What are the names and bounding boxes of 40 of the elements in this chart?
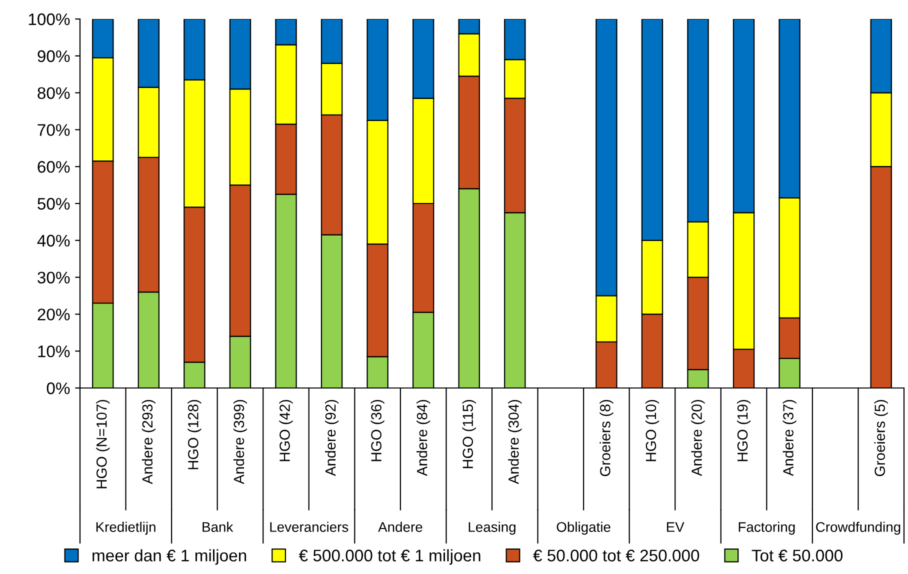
text: Crowdfunding [816, 522, 900, 535]
text: Obligatie [556, 522, 610, 535]
text: Bank [202, 522, 234, 532]
text: Factoring [738, 522, 795, 535]
legend-label: € 50.000 tot € 250.000 [533, 550, 700, 562]
x-tick-label: HGO (N=107) [96, 400, 110, 488]
x-tick-label: HGO (10) [645, 400, 660, 462]
y-tick-label: 80% [38, 87, 70, 100]
x-tick-label: Groeiers (5) [874, 400, 888, 476]
legend-label: € 500.000 tot € 1 miljoen [298, 549, 480, 565]
y-tick-label: 90% [38, 50, 70, 62]
x-tick-label: HGO (115) [462, 400, 476, 468]
text: Leasing [468, 522, 516, 535]
x-tick-label: HGO (36) [370, 400, 384, 462]
y-tick-label: 70% [38, 124, 70, 136]
x-tick-label: Andere (20) [691, 400, 705, 476]
x-tick-label: Andere (304) [508, 400, 522, 484]
text: Andere [378, 522, 422, 532]
y-tick-label: 0% [46, 382, 70, 394]
legend-label: meer dan € 1 miljoen [92, 549, 246, 565]
legend-label: Tot € 50.000 [752, 550, 843, 562]
text: Leveranciers [270, 522, 348, 532]
x-tick-label: Andere (37) [782, 400, 796, 476]
x-tick-label: Andere (92) [324, 400, 339, 476]
x-tick-label: Andere (84) [416, 400, 430, 476]
x-tick-label: Andere (293) [142, 400, 156, 484]
text: EV [666, 522, 684, 532]
x-tick-label: Groeiers (8) [600, 400, 614, 476]
y-tick-label: 40% [37, 234, 70, 247]
y-tick-label: 50% [38, 198, 70, 210]
x-tick-label: Andere (399) [233, 400, 248, 484]
y-tick-label: 60% [38, 161, 70, 173]
text: Kredietlijn [96, 522, 156, 535]
y-tick-label: 20% [38, 308, 70, 320]
y-tick-label: 30% [38, 272, 70, 284]
y-tick-label: 10% [38, 346, 70, 358]
x-tick-label: HGO (42) [279, 400, 293, 462]
x-tick-label: HGO (19) [736, 400, 751, 462]
y-tick-label: 100% [28, 13, 70, 26]
x-tick-label: HGO (128) [188, 400, 202, 470]
